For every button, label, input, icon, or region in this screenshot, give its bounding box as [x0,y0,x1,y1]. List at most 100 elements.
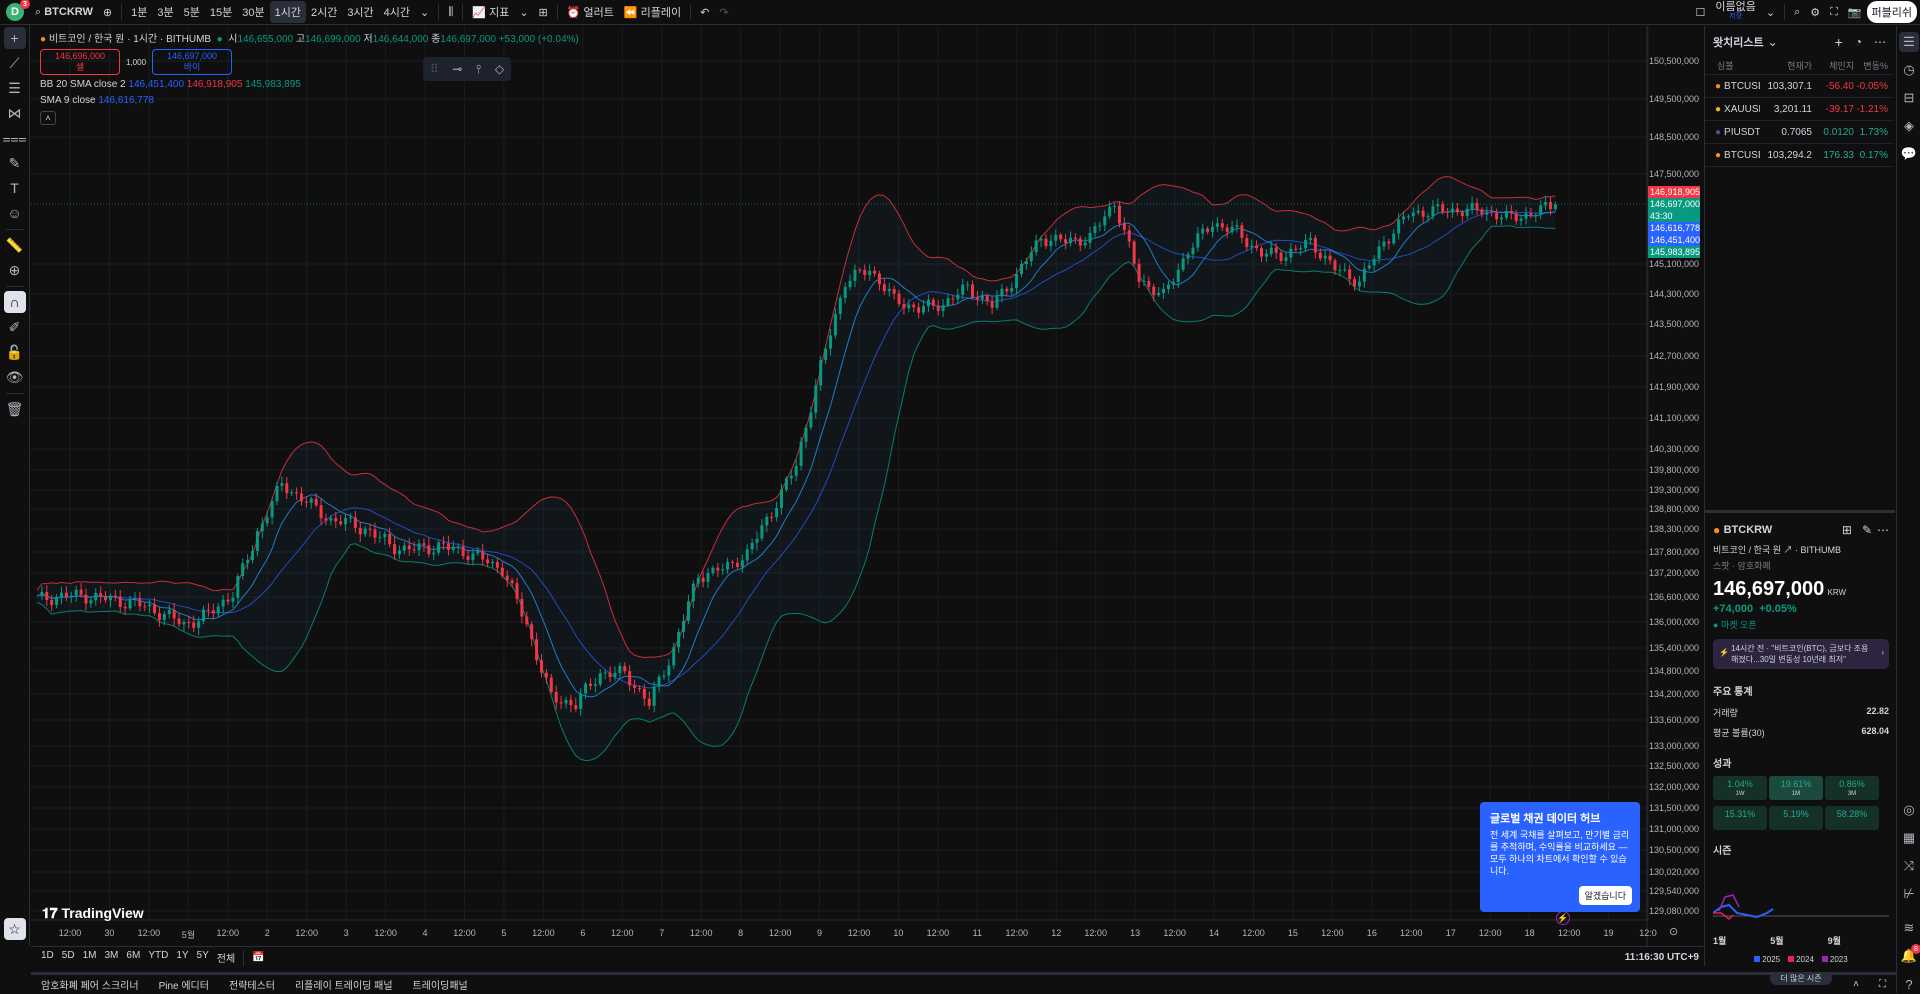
layers-icon[interactable]: ◈ [1904,118,1914,133]
hide-drawings-tool[interactable]: 👁 [4,366,26,388]
range-YTD[interactable]: YTD [148,950,169,961]
compare-symbol-button[interactable]: ⊕ [98,1,117,23]
column-header[interactable]: 심볼 [1717,60,1734,71]
options-icon[interactable]: ⊬ [1903,886,1915,901]
redo-button[interactable]: ↷ [714,1,733,23]
bottom-tab[interactable]: 전략테스터 [228,980,275,992]
season-legend-item[interactable]: 2025 [1754,955,1780,964]
range-1M[interactable]: 1M [82,950,97,961]
column-header[interactable]: 변동% [1863,60,1888,71]
column-header[interactable]: 현재가 [1787,60,1812,71]
chevron-down-icon[interactable]: ⌄ [1767,35,1778,49]
interval-2[interactable]: 5분 [183,7,200,19]
pattern-tool[interactable]: ⋈ [4,102,26,124]
watchlist-icon[interactable]: ☰ [1899,32,1919,52]
range-전체[interactable]: 전체 [216,954,236,965]
range-6M[interactable]: 6M [126,950,141,961]
gauge-icon[interactable]: ◎ [1903,802,1915,817]
replay-button[interactable]: ⏪ 리플레이 [619,1,686,23]
zoom-tool[interactable]: ⊕ [4,259,26,281]
calendar-icon[interactable]: ▦ [1902,830,1916,845]
sma-legend[interactable]: SMA 9 close 146,616,778 [40,95,579,106]
external-link-icon[interactable]: ↗ [1783,545,1793,555]
interval-8[interactable]: 4시간 [383,7,411,19]
remove-drawings-tool[interactable]: 🗑 [4,398,26,420]
undo-button[interactable]: ↶ [695,1,714,23]
more-seasons-button[interactable]: 더 많은 시즌 [1770,972,1832,985]
drag-handle-icon[interactable]: ⠿ [429,62,439,76]
season-legend-item[interactable]: 2024 [1788,955,1814,964]
layout-name-button[interactable]: 이름없음 저장 [1710,0,1760,24]
interval-7[interactable]: 3시간 [347,7,374,19]
fullscreen-button[interactable]: ⛶ [1825,1,1843,23]
bb-legend[interactable]: BB 20 SMA close 2 146,451,400 146,918,90… [40,79,579,90]
interval-0[interactable]: 1분 [131,7,148,19]
object-tree-icon[interactable]: ⊟ [1903,90,1915,105]
watchlist-row[interactable]: ●BTCUSD 103,294.2 176.33 0.17% [1705,144,1894,167]
crosshair-tool[interactable]: + [3,27,26,49]
performance-cell[interactable]: 15.31% [1713,806,1767,830]
watchlist-row[interactable]: ●XAUUSD 3,201.11 -39.17-1.21% [1705,98,1894,121]
horizontal-line-icon[interactable]: ⊸ [452,62,463,76]
price-chart[interactable] [0,0,1704,946]
news-card[interactable]: ⚡ 14시간 전 · "비트코인(BTC), 금보다 조용해졌다...30일 변… [1713,639,1889,669]
signal-icon[interactable]: ≋ [1903,920,1915,935]
layout-checkbox[interactable]: ☐ [1690,1,1710,23]
chart-type-button[interactable]: ⫼ [443,1,458,23]
collapse-legend-button[interactable]: ˄ [40,111,56,125]
chevron-up-icon[interactable]: ˄ [1853,978,1859,990]
buy-button[interactable]: 146,697,000 바이 [152,49,233,75]
lock-drawing-tool[interactable]: ✐ [4,316,26,338]
range-3M[interactable]: 3M [104,950,119,961]
interval-6[interactable]: 2시간 [310,7,338,19]
interval-5[interactable]: 1시간 [269,1,306,23]
more-icon[interactable]: ⋯ [1874,35,1886,49]
indicators-button[interactable]: 📈 지표 [467,1,514,23]
season-legend-item[interactable]: 2023 [1821,955,1848,964]
more-icon[interactable]: ⋯ [1877,523,1889,537]
performance-cell[interactable]: 19.61% 1M [1769,776,1823,800]
layout-dropdown[interactable]: ⌄ [1761,1,1780,23]
cross-circle-icon[interactable]: ◇ [494,62,505,76]
vertical-line-icon[interactable]: ⫯ [476,61,482,76]
watchlist-title[interactable]: 왓치리스트 [1713,37,1764,49]
text-tool[interactable]: T [4,177,26,199]
column-header[interactable]: 체인지 [1829,60,1854,71]
grid-icon[interactable]: ⊞ [1841,523,1852,537]
performance-cell[interactable]: 5.19% [1769,806,1823,830]
bell-icon[interactable]: 🔔 8 [1899,944,1920,966]
bottom-tab[interactable]: 트레이딩패널 [412,980,468,992]
chat-icon[interactable]: 💬 [1900,146,1918,161]
bottom-tab[interactable]: 암호화폐 페어 스크리너 [41,980,139,992]
panel-divider[interactable] [1705,510,1895,513]
layouts-button[interactable]: ⊞ [534,1,553,23]
maximize-panel-icon[interactable]: ⛶ [1879,978,1886,990]
favorites-button[interactable]: ☆ [3,918,26,940]
tradingview-logo[interactable]: 𝟏𝟕 TradingView [42,905,144,922]
magnet-tool[interactable]: ∩ [3,291,26,313]
indicators-dropdown[interactable]: ⌄ [514,1,533,23]
axis-settings-icon[interactable]: ⊙ [1669,926,1679,938]
performance-cell[interactable]: 0.86% 3M [1825,776,1879,800]
lock-all-tool[interactable]: 🔓 [4,341,26,363]
interval-dropdown[interactable]: ⌄ [415,1,434,23]
range-5Y[interactable]: 5Y [196,950,209,961]
fib-tool[interactable]: ☰ [4,77,26,99]
watchlist-row[interactable]: ●BTCUSD 103,307.1 -56.40-0.05% [1705,75,1894,98]
emoji-tool[interactable]: ☺ [4,202,26,224]
goto-date-icon[interactable]: 📅 [252,952,265,963]
snapshot-button[interactable]: 📷 [1843,1,1867,23]
symbol-search[interactable]: ⌕ BTCKRW [30,1,98,23]
interval-1[interactable]: 3분 [157,7,174,19]
pie-chart-icon[interactable]: ◔ [1854,35,1862,49]
yield-curve-icon[interactable]: ⤨ [1903,858,1915,873]
events-icon[interactable]: ⚡ [1556,911,1570,925]
performance-cell[interactable]: 58.28% [1825,806,1879,830]
alert-button[interactable]: ⏰ 얼러트 [562,1,619,23]
interval-3[interactable]: 15분 [209,7,233,19]
performance-cell[interactable]: 1.04% 1W [1713,776,1767,800]
measure-tool[interactable]: 📏 [4,234,26,256]
sell-button[interactable]: 146,696,000 셀 [40,49,120,75]
forecast-tool[interactable]: ⩶ [3,127,27,149]
